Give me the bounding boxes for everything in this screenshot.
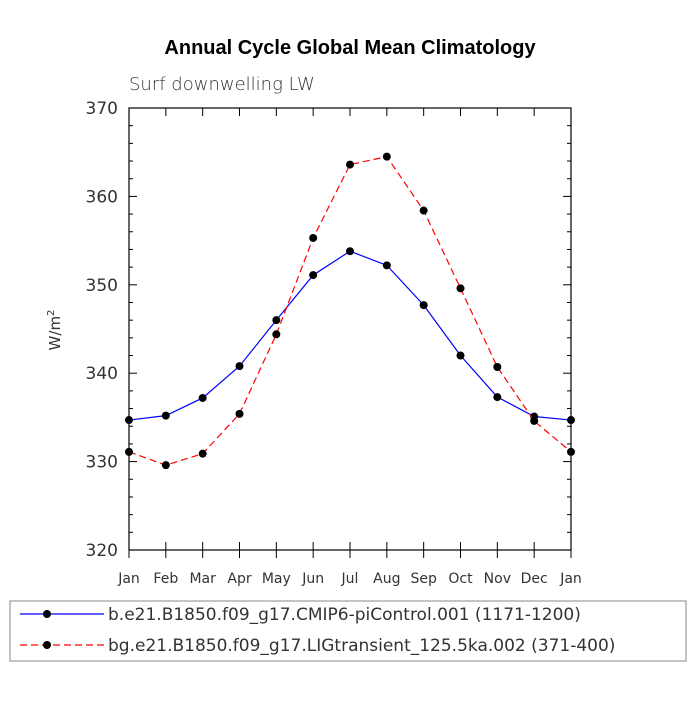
x-tick-label: Dec	[521, 571, 548, 587]
data-point	[309, 233, 318, 242]
data-point	[567, 416, 575, 425]
x-tick-label: Sep	[410, 571, 437, 587]
x-tick-label: Nov	[484, 571, 511, 587]
data-point	[161, 461, 170, 470]
x-tick-label: Apr	[227, 571, 251, 587]
y-tick-label: 320	[86, 541, 118, 561]
legend: b.e21.B1850.f09_g17.CMIP6-piControl.001 …	[9, 600, 687, 662]
data-point	[493, 363, 502, 372]
x-tick-label: Oct	[448, 571, 473, 587]
data-point	[346, 247, 354, 256]
legend-label: bg.e21.B1850.f09_g17.LIGtransient_125.5k…	[108, 636, 615, 656]
x-tick-label: Jul	[341, 571, 359, 587]
series-line	[128, 250, 572, 421]
data-point	[309, 271, 318, 280]
data-point	[346, 160, 354, 169]
data-point	[198, 393, 207, 402]
y-axis-label: W/m2	[46, 310, 64, 351]
legend-marker	[43, 641, 51, 649]
data-point	[161, 411, 170, 420]
y-tick-label: 370	[86, 99, 118, 119]
data-point	[125, 416, 133, 425]
y-tick-label: 350	[86, 276, 118, 296]
series-group	[125, 152, 575, 470]
data-point	[419, 301, 428, 310]
data-point	[567, 447, 575, 456]
data-point	[530, 416, 539, 425]
y-tick-label: 360	[86, 187, 118, 207]
x-tick-label: Jan	[559, 571, 582, 587]
x-tick-label: Aug	[373, 571, 400, 587]
y-axis-label-base: W/m	[46, 316, 64, 351]
data-point	[382, 152, 391, 161]
data-point	[235, 409, 244, 418]
data-point	[198, 449, 207, 458]
data-point	[456, 351, 465, 360]
data-point	[235, 362, 244, 371]
data-point	[456, 284, 465, 293]
data-point	[272, 316, 281, 325]
series-1	[125, 247, 575, 425]
y-axis-label-superscript: 2	[46, 310, 57, 316]
data-point	[419, 206, 428, 215]
chart-title: Annual Cycle Global Mean Climatology	[164, 37, 536, 59]
legend-box	[9, 600, 687, 662]
series-line	[128, 155, 572, 466]
series-2	[125, 152, 575, 470]
y-tick-label: 330	[86, 453, 118, 473]
y-tick-label: 340	[86, 364, 118, 384]
x-tick-label: May	[262, 571, 291, 587]
data-point	[382, 261, 391, 270]
data-point	[125, 447, 133, 456]
legend-label: b.e21.B1850.f09_g17.CMIP6-piControl.001 …	[108, 605, 581, 625]
legend-marker	[43, 610, 51, 618]
plot-frame	[128, 107, 572, 551]
x-tick-label: Jan	[117, 571, 140, 587]
x-tick-label: Mar	[189, 571, 216, 587]
x-tick-label: Jun	[301, 571, 324, 587]
x-tick-label: Feb	[153, 571, 178, 587]
chart-subtitle: Surf downwelling LW	[129, 74, 315, 95]
data-point	[493, 393, 502, 402]
data-point	[272, 330, 281, 339]
axes: 320 330 340 350 360 370 Jan Feb Mar Apr May Jun Jul A…	[86, 99, 582, 587]
